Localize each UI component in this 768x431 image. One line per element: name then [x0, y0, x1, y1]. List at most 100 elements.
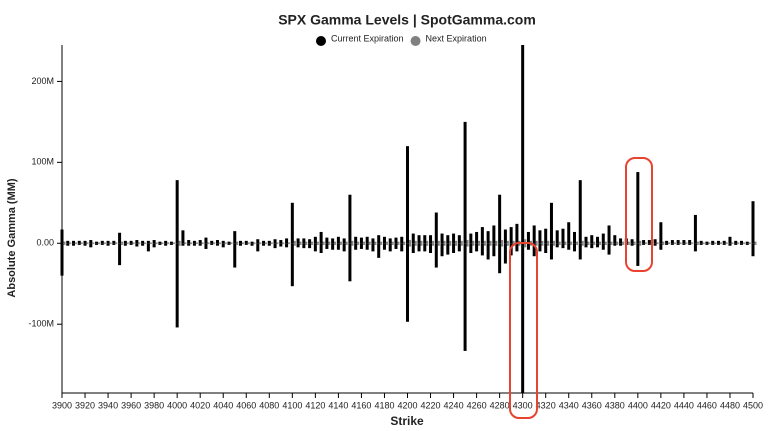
bar — [705, 243, 709, 245]
bar — [587, 241, 590, 244]
bar — [544, 228, 548, 244]
bar — [455, 243, 458, 246]
bar — [149, 242, 152, 244]
bar — [100, 243, 104, 245]
bar — [86, 243, 89, 245]
bar — [187, 240, 191, 244]
bar — [466, 240, 469, 244]
bar — [359, 237, 363, 244]
bar — [679, 243, 682, 245]
bar — [126, 243, 129, 245]
x-tick-label: 4100 — [282, 400, 302, 410]
bar — [336, 243, 340, 250]
bar — [570, 241, 573, 244]
bar — [388, 238, 392, 244]
bar — [357, 243, 360, 245]
bar — [339, 241, 342, 244]
bar — [478, 240, 481, 244]
bar — [549, 202, 553, 244]
bar — [616, 241, 619, 244]
bar — [359, 243, 363, 249]
x-tick-label: 4140 — [328, 400, 348, 410]
bar — [403, 241, 406, 244]
bar — [483, 240, 486, 244]
bar — [463, 121, 467, 244]
bar — [555, 243, 559, 248]
bar — [693, 243, 697, 252]
bar — [570, 243, 573, 245]
bar — [731, 242, 734, 244]
bar — [549, 243, 553, 260]
bar — [164, 240, 168, 244]
bar — [423, 235, 427, 244]
bar — [175, 243, 179, 328]
bar — [242, 242, 245, 244]
bar — [296, 238, 300, 244]
bar — [80, 243, 83, 245]
bar — [80, 242, 83, 244]
bar — [409, 243, 411, 247]
bar — [270, 242, 273, 244]
bar — [702, 242, 705, 244]
bar — [233, 243, 237, 268]
bar — [446, 235, 450, 244]
bar — [748, 243, 751, 245]
bar — [146, 243, 150, 252]
legend-marker — [316, 36, 326, 46]
bar — [547, 243, 550, 246]
bar — [250, 243, 254, 246]
bar — [734, 240, 738, 244]
bar — [754, 241, 757, 244]
x-tick-label: 3980 — [144, 400, 164, 410]
bar — [100, 240, 104, 244]
bar — [66, 243, 70, 246]
bar — [250, 241, 254, 244]
bar — [221, 240, 225, 244]
bar — [311, 243, 314, 245]
bar — [581, 240, 584, 244]
bar — [501, 240, 504, 244]
bar — [285, 243, 289, 248]
bar — [466, 243, 469, 247]
bar — [239, 240, 243, 244]
bar — [385, 243, 388, 245]
bar — [172, 243, 175, 245]
y-tick-label: -100M — [28, 319, 54, 329]
bar — [593, 241, 596, 244]
bar — [259, 242, 262, 244]
bar — [457, 235, 461, 244]
bar — [521, 45, 525, 244]
bar — [526, 243, 530, 250]
bar — [195, 243, 198, 245]
bar — [129, 240, 133, 244]
bar — [558, 241, 561, 244]
bar — [161, 242, 164, 244]
bar — [495, 240, 498, 244]
bar — [89, 243, 93, 248]
bar — [460, 243, 463, 246]
bar — [567, 243, 571, 250]
bar — [475, 243, 479, 252]
bar — [227, 243, 231, 245]
bar — [423, 243, 427, 252]
bar — [503, 229, 507, 244]
bar — [417, 243, 421, 252]
bar — [195, 242, 198, 244]
bar — [371, 238, 375, 244]
bar — [112, 243, 116, 245]
bar — [437, 243, 440, 246]
bar — [711, 240, 715, 244]
bar — [665, 243, 669, 245]
bar — [552, 243, 555, 246]
bar — [400, 243, 404, 252]
bar — [141, 243, 145, 246]
bar — [656, 243, 659, 245]
bar — [581, 243, 584, 246]
bar — [138, 243, 141, 245]
bar — [688, 243, 692, 245]
bar — [578, 180, 582, 244]
bar — [426, 243, 429, 246]
bar — [276, 243, 279, 245]
legend-label: Current Expiration — [331, 33, 404, 43]
